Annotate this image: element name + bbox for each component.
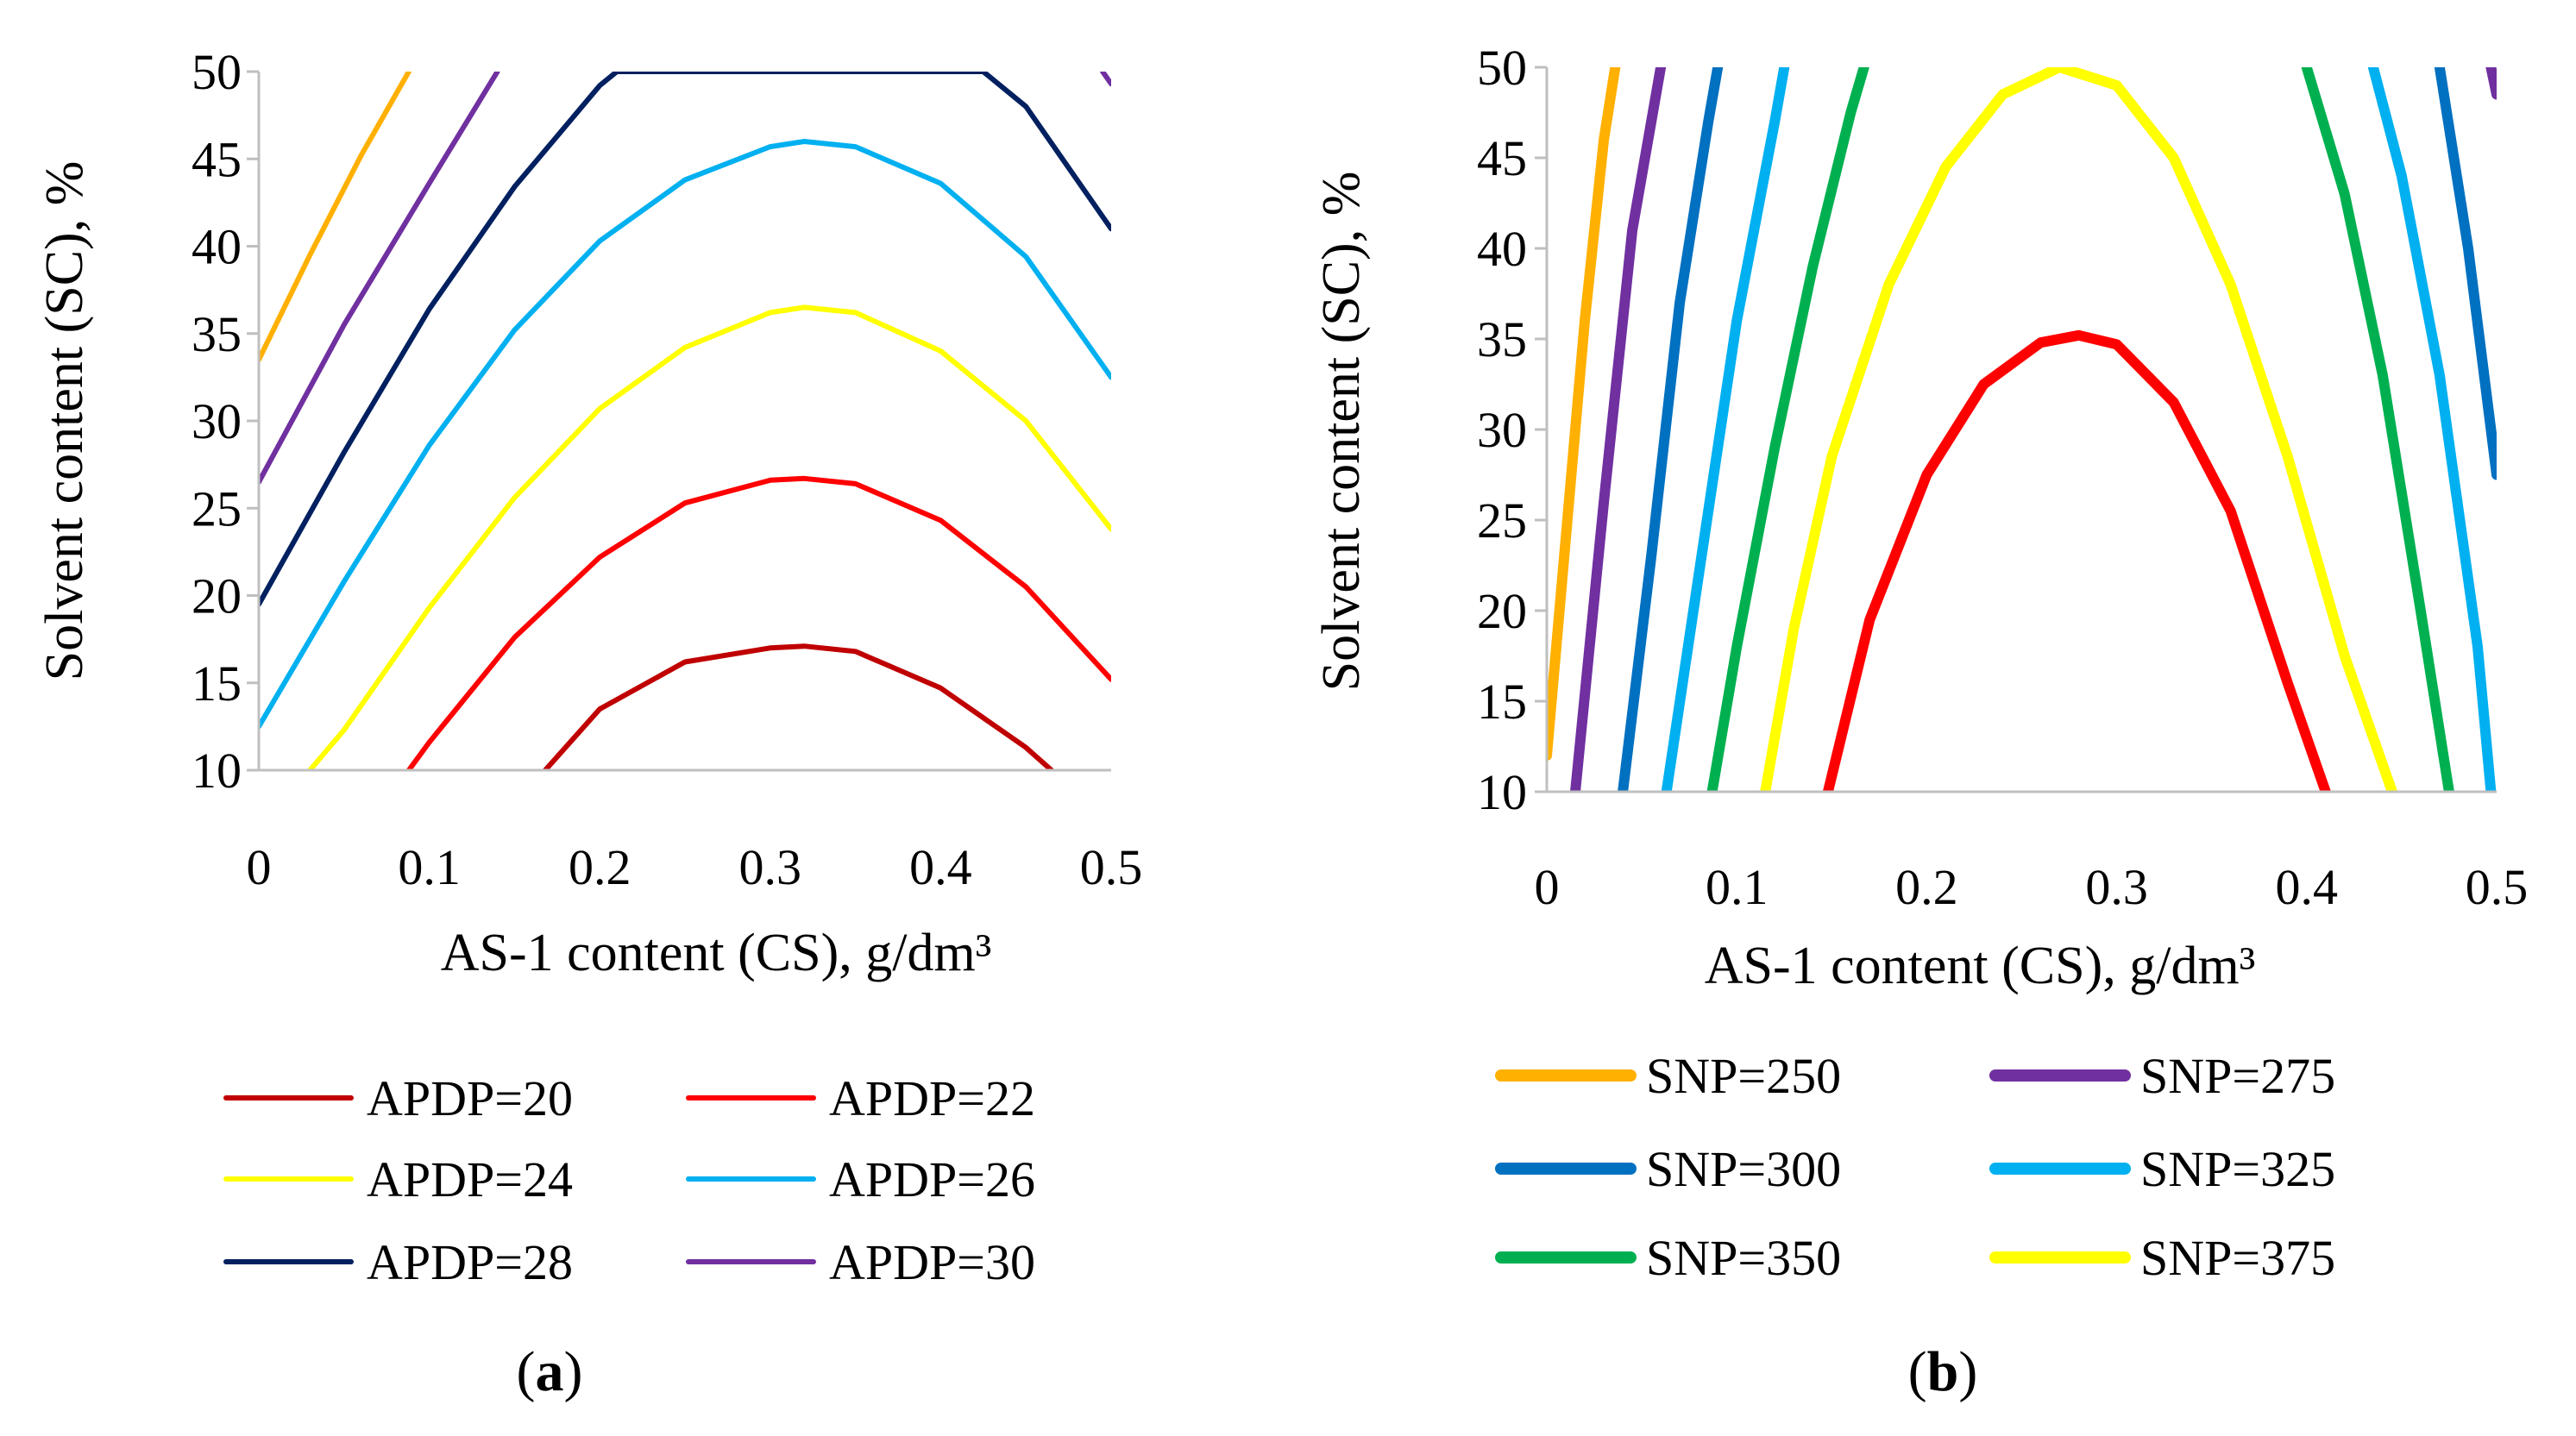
y-tick-label: 25	[192, 480, 242, 536]
legend-label: APDP=22	[829, 1070, 1035, 1126]
legend-label: SNP=275	[2140, 1048, 2335, 1104]
y-tick-label: 35	[1477, 311, 1527, 367]
series-line-SNP=400	[1822, 329, 2331, 792]
x-axis-label: AS-1 content (CS), g/dm³	[441, 924, 992, 982]
series-line-SNP=325	[2367, 67, 2497, 792]
legend-label: SNP=325	[2140, 1141, 2335, 1197]
series-line-SNP=300	[2434, 67, 2497, 480]
x-tick-label: 0.5	[1080, 839, 1143, 895]
series-line-APDP=26	[259, 139, 1111, 730]
x-axis-label: AS-1 content (CS), g/dm³	[1705, 937, 2256, 995]
legend-label: APDP=26	[829, 1151, 1035, 1207]
series-line-APDP=24	[307, 304, 1111, 770]
series-line-SNP=275	[2485, 67, 2497, 100]
legend-label: SNP=375	[2140, 1230, 2335, 1286]
x-tick-label: 0.3	[739, 839, 802, 895]
series-line-SNP=300	[1618, 67, 1724, 792]
panel-caption: (a)	[517, 1340, 583, 1403]
caption-letter: a	[536, 1340, 564, 1403]
x-tick-label: 0.3	[2085, 859, 2148, 915]
y-tick-label: 15	[1477, 674, 1527, 730]
y-tick-label: 10	[1477, 764, 1527, 820]
y-tick-label: 15	[192, 655, 242, 712]
series-line-SNP=325	[1661, 67, 1790, 792]
legend-label: APDP=20	[367, 1070, 573, 1126]
x-tick-label: 0.5	[2466, 859, 2529, 915]
y-tick-label: 30	[1477, 402, 1527, 458]
x-tick-label: 0.2	[569, 839, 631, 895]
x-tick-label: 0	[247, 839, 272, 895]
series-line-legend-orange	[259, 72, 412, 363]
series-group	[259, 72, 1111, 770]
y-tick-label: 50	[192, 44, 242, 100]
legend-label: APDP=30	[829, 1234, 1035, 1290]
legend-label: SNP=250	[1646, 1048, 1841, 1104]
legend-label: SNP=300	[1646, 1141, 1841, 1197]
series-line-SNP=350	[2301, 67, 2454, 792]
y-tick-label: 10	[192, 743, 242, 799]
series-line-APDP=30	[1100, 72, 1111, 87]
y-tick-label: 30	[192, 393, 242, 449]
panel-b: 10 15 20 25 30 35 40 45 50 0 0.1 0.2 0.3 0.4 0.5 AS-1 c…	[1312, 40, 2528, 1403]
x-tick-label: 0	[1535, 859, 1560, 915]
x-tick-label: 0.4	[909, 839, 972, 895]
y-tick-label: 25	[1477, 492, 1527, 549]
y-axis-label: Solvent content (SC), %	[35, 161, 94, 681]
caption-open: (	[517, 1340, 536, 1403]
y-tick-label: 20	[1477, 583, 1527, 639]
series-line-APDP=30	[259, 72, 500, 485]
x-tick-label: 0.1	[398, 839, 461, 895]
y-axis-label: Solvent content (SC), %	[1312, 172, 1371, 692]
series-line-SNP=350	[1706, 67, 1869, 792]
series-line-APDP=22	[405, 475, 1111, 770]
y-tick-label: 45	[1477, 130, 1527, 186]
panel-caption: (b)	[1908, 1340, 1978, 1403]
series-line-SNP=275	[1570, 67, 1667, 792]
x-tick-label: 0.1	[1706, 859, 1769, 915]
y-tick-label: 40	[1477, 221, 1527, 277]
caption-open: (	[1908, 1340, 1927, 1403]
y-tick-label: 35	[192, 306, 242, 362]
caption-close: )	[1958, 1340, 1977, 1403]
panel-a: 10 15 20 25 30 35 40 45 50 0 0.1 0.2 0.3 0.4 0.5 AS-1 c…	[35, 44, 1142, 1403]
legend-label: APDP=28	[367, 1234, 573, 1290]
y-tick-label: 20	[192, 568, 242, 624]
caption-letter: b	[1927, 1340, 1959, 1403]
x-tick-label: 0.2	[1895, 859, 1958, 915]
y-tick-label: 40	[192, 219, 242, 275]
caption-close: )	[564, 1340, 583, 1403]
legend-label: APDP=24	[367, 1151, 573, 1207]
series-group	[1547, 67, 2497, 792]
y-tick-label: 50	[1477, 40, 1527, 96]
series-line-APDP=20	[543, 643, 1054, 770]
series-line-SNP=375	[1760, 67, 2397, 792]
series-line-APDP=28	[259, 72, 1111, 607]
x-tick-label: 0.4	[2276, 859, 2339, 915]
series-line-SNP=250	[1547, 67, 1621, 761]
y-tick-label: 45	[192, 131, 242, 187]
legend-label: SNP=350	[1646, 1230, 1841, 1286]
